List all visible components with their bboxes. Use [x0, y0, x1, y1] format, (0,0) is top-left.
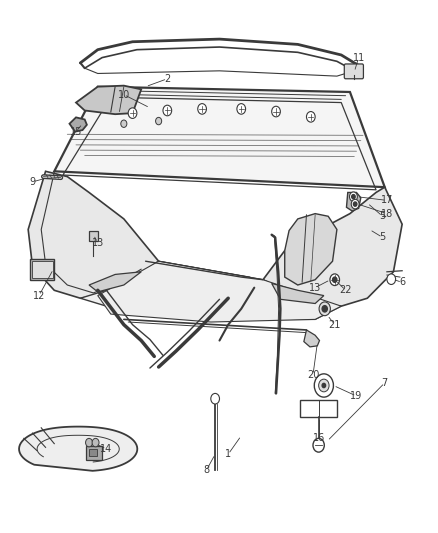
Circle shape: [318, 302, 330, 316]
FancyBboxPatch shape: [89, 231, 98, 241]
FancyBboxPatch shape: [30, 259, 54, 280]
Circle shape: [210, 393, 219, 404]
Polygon shape: [284, 214, 336, 285]
Text: 11: 11: [352, 53, 364, 62]
Polygon shape: [271, 284, 323, 303]
Text: 7: 7: [381, 378, 387, 388]
Circle shape: [350, 199, 358, 209]
Polygon shape: [89, 272, 141, 292]
Text: 9: 9: [29, 177, 35, 187]
Circle shape: [92, 438, 99, 447]
Text: 5: 5: [378, 211, 385, 221]
Circle shape: [321, 383, 325, 387]
Circle shape: [386, 274, 395, 285]
Text: 22: 22: [339, 285, 351, 295]
Polygon shape: [303, 330, 319, 347]
Text: 20: 20: [306, 370, 318, 380]
FancyBboxPatch shape: [299, 400, 336, 417]
Circle shape: [321, 305, 327, 312]
Text: 15: 15: [70, 127, 82, 136]
Circle shape: [314, 374, 333, 397]
Circle shape: [85, 438, 92, 447]
Text: 6: 6: [398, 277, 404, 287]
FancyBboxPatch shape: [343, 64, 363, 79]
FancyBboxPatch shape: [89, 449, 97, 456]
Circle shape: [197, 103, 206, 114]
Polygon shape: [19, 426, 137, 471]
Text: 19: 19: [350, 391, 362, 401]
Text: 5: 5: [378, 232, 385, 243]
Polygon shape: [346, 192, 360, 211]
Circle shape: [351, 195, 354, 199]
Circle shape: [306, 111, 314, 122]
Polygon shape: [80, 261, 340, 319]
Circle shape: [329, 274, 339, 286]
Circle shape: [271, 106, 280, 117]
Polygon shape: [98, 261, 340, 322]
Circle shape: [162, 105, 171, 116]
FancyBboxPatch shape: [86, 446, 102, 459]
Circle shape: [120, 120, 127, 127]
Text: 13: 13: [92, 238, 104, 248]
Circle shape: [155, 117, 161, 125]
Polygon shape: [28, 171, 158, 298]
Text: 10: 10: [117, 90, 130, 100]
Polygon shape: [69, 117, 87, 132]
Circle shape: [128, 108, 137, 118]
Circle shape: [312, 438, 324, 452]
Circle shape: [237, 103, 245, 114]
Text: 8: 8: [203, 465, 209, 475]
Text: 16: 16: [313, 433, 325, 443]
Text: 12: 12: [33, 290, 45, 301]
Text: 2: 2: [164, 74, 170, 84]
Circle shape: [332, 277, 336, 282]
FancyBboxPatch shape: [32, 261, 53, 278]
Circle shape: [349, 192, 357, 201]
Text: 18: 18: [380, 208, 392, 219]
Text: 13: 13: [308, 282, 321, 293]
Text: 17: 17: [380, 196, 392, 205]
Polygon shape: [262, 187, 401, 306]
Text: 1: 1: [225, 449, 231, 459]
Text: 14: 14: [100, 444, 112, 454]
Circle shape: [318, 379, 328, 392]
Text: 21: 21: [328, 320, 340, 330]
Circle shape: [353, 202, 356, 206]
Polygon shape: [76, 86, 141, 114]
Polygon shape: [54, 87, 384, 187]
